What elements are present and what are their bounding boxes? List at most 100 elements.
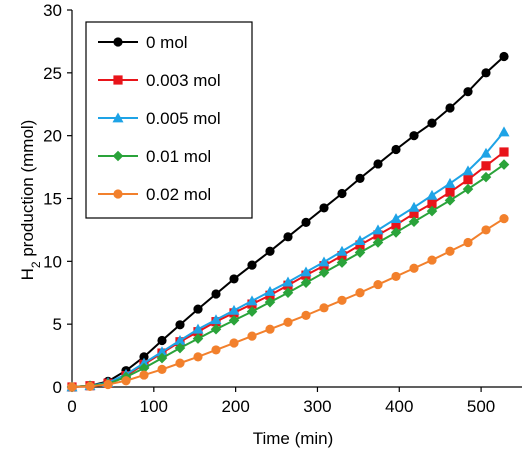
legend-label: 0 mol <box>146 33 188 52</box>
legend-swatch-marker <box>113 189 123 199</box>
data-point <box>499 147 509 157</box>
data-point <box>337 188 347 199</box>
data-point <box>301 217 311 227</box>
x-tick-label: 100 <box>140 397 168 416</box>
data-point <box>156 346 168 357</box>
data-point <box>390 213 402 224</box>
data-point <box>409 208 419 219</box>
data-point <box>156 352 168 364</box>
data-point <box>319 303 329 313</box>
x-tick-label: 200 <box>221 397 249 416</box>
data-point <box>265 246 275 256</box>
data-point <box>336 245 348 256</box>
data-point <box>246 295 258 306</box>
data-point <box>372 224 384 235</box>
legend-item-2: 0.005 mol <box>98 109 221 128</box>
data-point <box>228 315 240 326</box>
data-point <box>409 263 419 273</box>
data-point <box>426 205 438 217</box>
data-point <box>157 335 167 346</box>
data-point <box>444 195 456 206</box>
data-point <box>282 276 294 287</box>
data-point <box>157 364 167 375</box>
data-point <box>462 183 474 195</box>
legend-swatch-marker <box>112 112 124 123</box>
data-point <box>499 51 509 62</box>
data-point <box>174 342 186 354</box>
data-point <box>426 189 438 200</box>
data-point <box>228 304 240 315</box>
data-point <box>67 382 77 392</box>
data-point <box>373 159 383 169</box>
data-point <box>175 320 185 330</box>
x-tick-label: 500 <box>467 397 495 416</box>
legend-swatch-marker <box>113 37 123 47</box>
data-point <box>462 165 474 176</box>
data-point <box>391 271 401 282</box>
legend: 0 mol 0.003 mol 0.005 mol 0.01 mol 0.02 mol <box>85 21 253 219</box>
data-point <box>445 187 455 197</box>
data-point <box>354 247 366 258</box>
data-point <box>193 304 203 314</box>
y-tick-label: 5 <box>53 315 62 334</box>
data-point <box>192 323 204 334</box>
series-4 <box>67 214 509 392</box>
data-point <box>444 177 456 188</box>
data-point <box>139 370 149 380</box>
legend-item-0: 0 mol <box>98 33 188 52</box>
data-point <box>247 260 257 270</box>
data-point <box>265 324 275 334</box>
data-point <box>282 287 294 299</box>
data-point <box>174 334 186 345</box>
data-point <box>210 314 222 325</box>
data-point <box>229 338 239 348</box>
legend-label: 0.02 mol <box>146 185 211 204</box>
data-point <box>408 216 420 228</box>
data-point <box>445 103 455 113</box>
data-point <box>318 267 330 278</box>
legend-item-4: 0.02 mol <box>98 185 211 204</box>
data-point <box>373 230 383 240</box>
data-point <box>445 246 455 256</box>
data-point <box>355 288 365 298</box>
data-point <box>463 175 473 185</box>
legend-swatch-marker <box>113 75 123 85</box>
data-point <box>480 147 492 158</box>
data-point <box>192 333 204 344</box>
data-point <box>193 352 203 362</box>
data-point <box>372 237 384 248</box>
data-point <box>139 352 149 362</box>
data-point <box>138 357 150 368</box>
data-point <box>264 296 276 308</box>
series-layer <box>66 51 510 393</box>
data-point <box>138 362 150 374</box>
data-point <box>481 161 491 171</box>
y-tick-label: 15 <box>43 190 62 209</box>
data-point <box>409 131 419 141</box>
legend-box <box>85 21 253 219</box>
data-point <box>211 345 221 355</box>
legend-item-3: 0.01 mol <box>98 147 211 166</box>
x-tick-label: 300 <box>303 397 331 416</box>
data-point <box>318 256 330 267</box>
data-point <box>481 68 491 78</box>
data-point <box>247 331 257 341</box>
y-tick-label: 0 <box>53 378 62 397</box>
y-tick-label: 30 <box>43 1 62 20</box>
data-point <box>498 159 510 170</box>
y-axis-title-rest: production (mmol) <box>18 120 37 262</box>
data-point <box>210 323 222 335</box>
data-point <box>427 255 437 265</box>
data-point <box>264 285 276 296</box>
data-point <box>283 232 293 242</box>
y-axis-title: H2 production (mmol) <box>18 120 43 281</box>
data-point <box>427 118 437 128</box>
data-point <box>373 279 383 290</box>
data-point <box>408 201 420 212</box>
data-point <box>175 358 185 368</box>
data-point <box>480 171 492 183</box>
data-point <box>354 235 366 246</box>
data-point <box>355 173 365 183</box>
data-point <box>319 203 329 213</box>
